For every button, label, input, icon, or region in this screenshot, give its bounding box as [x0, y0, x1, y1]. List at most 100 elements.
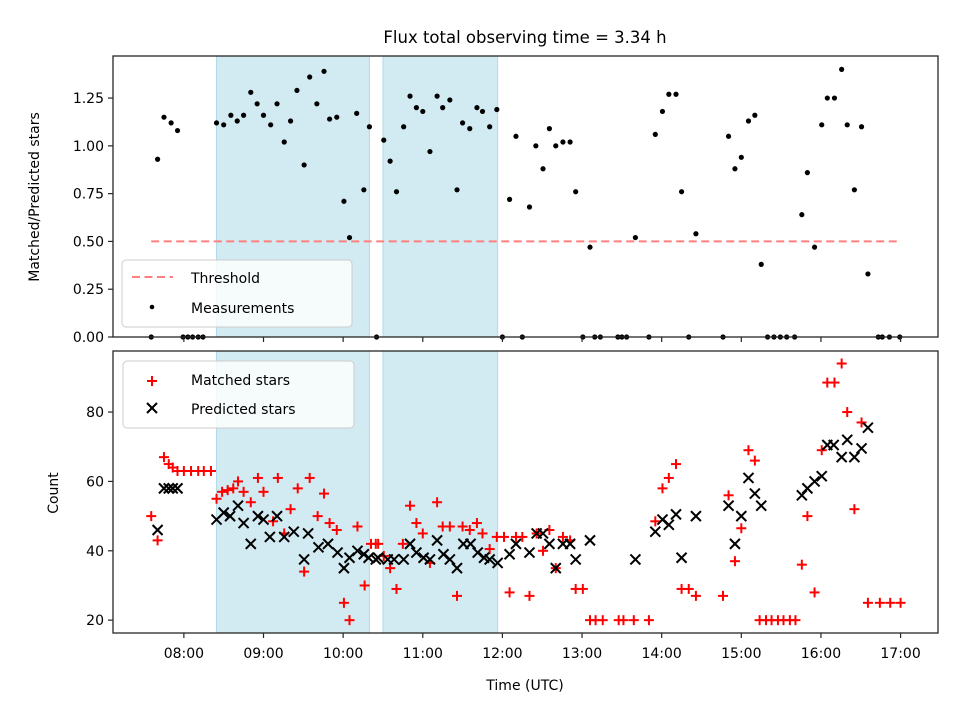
predicted-stars-point [569, 553, 582, 566]
predicted-stars-point [257, 513, 270, 526]
predicted-stars-point [151, 524, 164, 536]
matched-stars-point [285, 504, 296, 515]
matched-legend-swatch [147, 376, 157, 386]
matched-stars-point [331, 524, 342, 535]
predicted-stars-point [224, 510, 236, 522]
measurements-point [228, 112, 234, 118]
count-axes: 20 40 60 80 08:00 09:00 10:00 11:00 12:00 13:00 1… [46, 350, 939, 694]
measurements-point [732, 166, 738, 172]
measurements-point [533, 143, 539, 149]
measurements-point [346, 234, 353, 241]
measurements-point [407, 93, 413, 99]
matched-stars-point [444, 521, 455, 532]
matched-stars-point [743, 445, 754, 456]
predicted-stars-point [816, 470, 828, 482]
matched-stars-point [749, 455, 760, 466]
predicted-stars-point [862, 421, 874, 434]
measurements-point [334, 114, 340, 120]
measurements-point [387, 158, 393, 164]
matched-stars-point [411, 518, 422, 529]
measurements-point [401, 124, 407, 130]
measurements-point [824, 95, 830, 101]
predicted-stars-point [675, 552, 688, 564]
y-tick-label: 0.25 [73, 282, 104, 298]
predicted-stars-point [808, 475, 821, 488]
matched-stars-point [524, 590, 535, 601]
matched-stars-point [517, 531, 528, 542]
measurements-point [758, 261, 764, 267]
measurements-point [168, 120, 174, 126]
predicted-stars-point [171, 482, 184, 495]
predicted-stars-point [410, 546, 423, 559]
ratio-axes: 0.00 0.25 0.50 0.75 1.00 1.25 Matched/Predict… [27, 55, 939, 346]
predicted-stars-point [288, 526, 300, 538]
predicted-stars-point [372, 552, 384, 564]
measurements-point [678, 189, 685, 195]
matched-stars-point [842, 407, 853, 418]
x-tick-label: 15:00 [721, 646, 761, 662]
measurements-point [287, 118, 294, 124]
observing-interval-band [382, 55, 499, 338]
measurements-point [341, 198, 347, 204]
matched-stars-point [359, 580, 370, 591]
matched-stars-point [643, 615, 654, 626]
matched-stars-point [299, 566, 310, 577]
predicted-stars-point [537, 527, 549, 540]
matched-stars-point [352, 521, 363, 532]
measurements-point [327, 116, 333, 122]
predicted-legend-swatch [146, 402, 158, 414]
matched-stars-point [577, 583, 588, 594]
measurements-point [366, 124, 373, 130]
ratio-x-ticks [183, 337, 902, 342]
predicted-stars-point [264, 531, 276, 543]
matched-stars-point [895, 597, 906, 608]
matched-stars-point [272, 472, 283, 483]
matched-stars-point [557, 531, 568, 542]
measurements-point [819, 122, 825, 128]
predicted-stars-point [351, 545, 364, 557]
matched-stars-point [790, 615, 801, 626]
matched-stars-point [477, 528, 488, 539]
matched-stars-point [504, 587, 515, 598]
matched-stars-point [417, 528, 428, 539]
matched-stars-point [238, 486, 249, 497]
matched-stars-point [683, 583, 694, 594]
measurements-point [799, 212, 805, 218]
matched-stars-point [671, 459, 682, 470]
measurements-point [851, 187, 857, 193]
matched-stars-point [885, 597, 896, 608]
matched-stars-point [836, 358, 847, 369]
measurements-point [154, 156, 161, 162]
measurements-point [454, 187, 460, 193]
predicted-stars-point [424, 553, 436, 566]
predicted-stars-point [163, 482, 175, 495]
matched-stars-point [816, 445, 827, 456]
matched-stars-point [228, 483, 239, 494]
predicted-stars-point [331, 546, 344, 559]
matched-stars-point [211, 493, 222, 504]
count-axes-frame [112, 350, 939, 634]
count-x-ticks: 08:00 09:00 10:00 11:00 12:00 13:00 14:00 15:00… [164, 633, 921, 662]
matched-stars-point [464, 524, 475, 535]
measurements-point [274, 101, 280, 107]
matched-stars-point [217, 486, 228, 497]
predicted-stars-point [322, 538, 334, 550]
matched-stars-point [258, 486, 269, 497]
predicted-stars-point [543, 538, 556, 550]
matched-stars-point [292, 483, 303, 494]
matched-stars-point [370, 538, 381, 549]
predicted-stars-point [217, 506, 230, 519]
predicted-stars-point [483, 553, 496, 566]
matched-stars-point [690, 590, 701, 601]
measurements-point [393, 189, 400, 195]
measurements-point [314, 101, 320, 107]
predicted-stars-point [312, 541, 325, 554]
measurements-point [479, 108, 486, 115]
y-tick-label: 0.00 [73, 330, 104, 346]
measurements-point [213, 120, 220, 126]
matched-stars-point [252, 472, 263, 483]
predicted-stars-point [584, 534, 596, 547]
measurements-point [811, 244, 818, 250]
measurements-point [725, 133, 732, 139]
predicted-stars-point [523, 546, 536, 559]
